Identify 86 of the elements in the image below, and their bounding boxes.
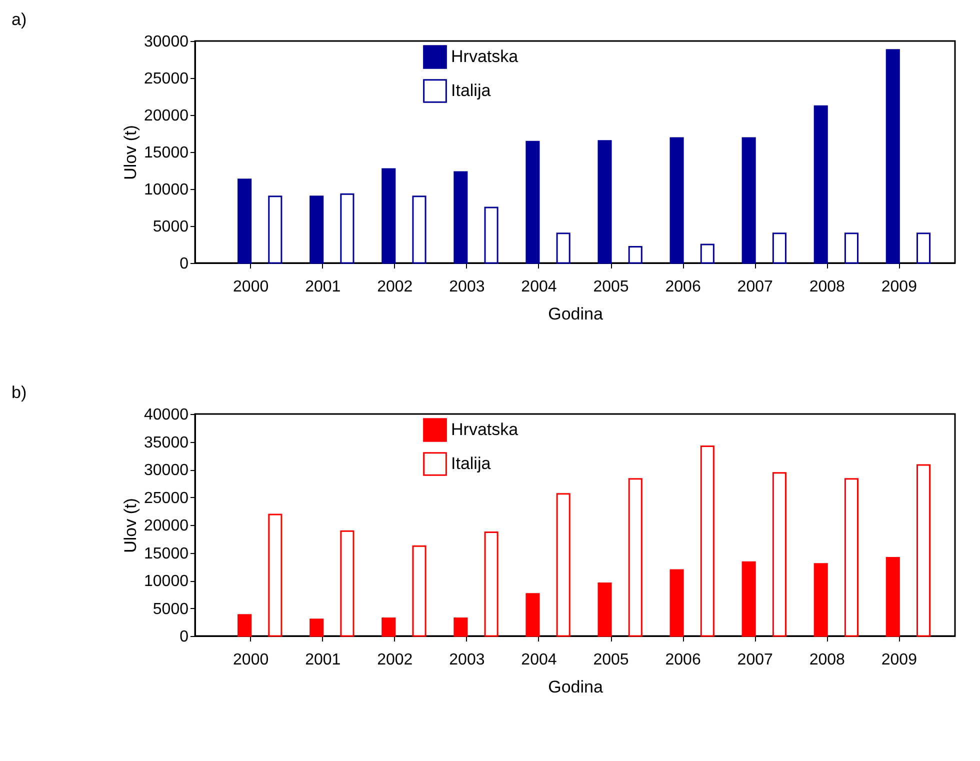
bar [484,206,498,264]
y-axis-title: Ulov (t) [121,498,140,553]
x-tick-label: 2007 [737,652,773,668]
x-tick-label: 2009 [881,652,918,668]
x-tick-label: 2005 [593,652,629,668]
bar [916,232,931,264]
bar [628,478,642,637]
bar [268,514,282,637]
y-tick-label: 0 [180,256,189,272]
bar [454,617,468,637]
y-tick-label: 5000 [152,218,189,236]
bar [340,530,354,637]
x-axis-title: Godina [548,678,604,696]
y-tick-label: 10000 [144,573,189,590]
bar [814,563,828,637]
bar [700,445,714,637]
bar [844,478,858,637]
y-tick-label: 15000 [144,144,189,162]
y-tick-label: 25000 [144,490,189,507]
bar [742,561,756,637]
bar [484,531,498,637]
x-tick-label: 2006 [665,652,701,668]
text: a) [12,10,27,29]
x-tick-label: 2006 [665,278,701,296]
x-tick-label: 2004 [521,278,557,296]
bar [598,140,612,264]
bar [526,140,540,264]
bar [412,196,426,264]
bar [742,137,756,264]
x-tick-label: 2008 [809,652,846,668]
y-tick-label: 0 [180,628,189,646]
bar [670,137,684,264]
legend-label: Hrvatska [451,420,519,439]
bar [700,244,714,264]
y-tick-label: 25000 [144,70,189,88]
x-tick-label: 2004 [521,652,557,668]
bar [628,246,642,264]
bar [844,232,858,264]
bar [310,196,324,264]
x-tick-label: 2008 [809,278,846,296]
bar [814,105,828,264]
bar [238,178,252,264]
bar [916,464,931,637]
y-tick-label: 10000 [144,182,189,198]
y-axis-title: Ulov (t) [121,125,140,180]
y-tick-label: 20000 [144,108,189,124]
bar [556,493,570,637]
x-tick-label: 2002 [377,652,413,668]
legend-label: Italija [451,454,492,473]
bar [670,569,684,637]
y-tick-label: 5000 [152,600,189,618]
y-tick-label: 30000 [144,462,189,479]
x-tick-label: 2002 [377,278,413,296]
y-tick-label: 40000 [144,406,189,424]
x-tick-label: 2000 [233,278,269,296]
x-axis-title: Godina [548,304,604,324]
bar [556,232,570,264]
bar [526,593,540,637]
bar [886,556,900,637]
bar [340,193,354,264]
y-tick-label: 35000 [144,434,189,452]
x-tick-label: 2003 [449,278,485,296]
x-tick-label: 2001 [305,278,341,296]
text: b) [12,383,27,402]
bar [412,545,426,637]
bar [268,196,282,264]
x-tick-label: 2003 [449,652,485,668]
bar [598,582,612,637]
x-tick-label: 2001 [305,652,341,668]
x-tick-label: 2000 [233,652,269,668]
y-tick-label: 30000 [144,34,189,50]
bar [310,618,324,637]
bar [454,171,468,264]
y-tick-label: 20000 [144,518,189,534]
bar [886,49,900,264]
bar [238,614,252,637]
y-tick-label: 15000 [144,545,189,562]
bar [382,168,396,264]
x-tick-label: 2007 [737,278,773,296]
bar [382,617,396,637]
legend-label: Hrvatska [451,47,519,66]
legend-label: Italija [451,81,492,100]
x-tick-label: 2005 [593,278,629,296]
x-tick-label: 2009 [881,278,918,296]
bar [772,472,786,637]
bar [772,232,786,264]
